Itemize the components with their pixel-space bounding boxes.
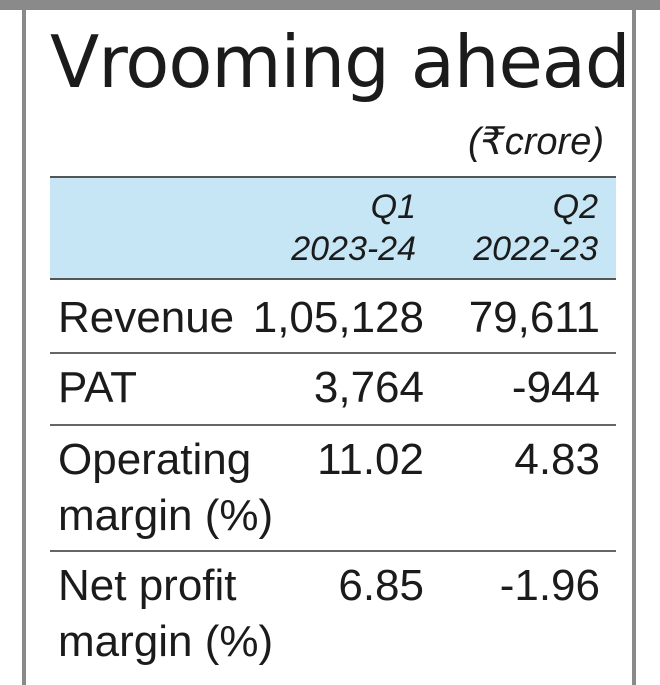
column-header-current: Q1 2023-24 bbox=[196, 186, 416, 270]
table-row-revenue: Revenue 1,05,128 79,611 bbox=[50, 290, 616, 354]
table-row-net-profit-margin: Net profit margin (%) 6.85 -1.96 bbox=[50, 558, 616, 685]
row-label-line: margin (%) bbox=[58, 617, 274, 666]
column-header-year: 2023-24 bbox=[291, 230, 416, 268]
cell-current-value: 1,05,128 bbox=[252, 293, 424, 342]
cell-previous-value: 79,611 bbox=[468, 293, 600, 342]
column-header-quarter: Q2 bbox=[552, 188, 598, 226]
table-row-pat: PAT 3,764 -944 bbox=[50, 360, 616, 426]
column-header-previous: Q2 2022-23 bbox=[378, 186, 598, 270]
cell-previous-value: -944 bbox=[511, 363, 600, 412]
cell-previous-value: -1.96 bbox=[499, 561, 600, 610]
row-label-line: Revenue bbox=[58, 293, 235, 342]
table-header-band bbox=[50, 176, 616, 280]
row-label-line: Operating bbox=[58, 435, 252, 484]
right-border-rule bbox=[632, 10, 636, 685]
row-label: Revenue bbox=[58, 290, 234, 346]
row-label-line: margin (%) bbox=[58, 491, 274, 540]
table-row-operating-margin: Operating margin (%) 11.02 4.83 bbox=[50, 432, 616, 552]
column-header-year: 2022-23 bbox=[473, 230, 598, 268]
row-label-line: Net profit bbox=[58, 561, 237, 610]
cell-current-value: 3,764 bbox=[313, 363, 424, 412]
left-border-rule bbox=[22, 10, 26, 685]
row-label: PAT bbox=[58, 360, 137, 416]
column-header-quarter: Q1 bbox=[370, 188, 416, 226]
row-label: Operating margin (%) bbox=[58, 432, 273, 544]
chart-title: Vrooming ahead bbox=[50, 20, 631, 104]
unit-label: (₹crore) bbox=[467, 121, 604, 163]
cell-current-value: 11.02 bbox=[317, 435, 424, 484]
row-label-line: PAT bbox=[58, 363, 138, 412]
cell-current-value: 6.85 bbox=[338, 561, 424, 610]
cell-previous-value: 4.83 bbox=[514, 435, 600, 484]
top-border-bar bbox=[0, 0, 660, 10]
row-label: Net profit margin (%) bbox=[58, 558, 273, 670]
